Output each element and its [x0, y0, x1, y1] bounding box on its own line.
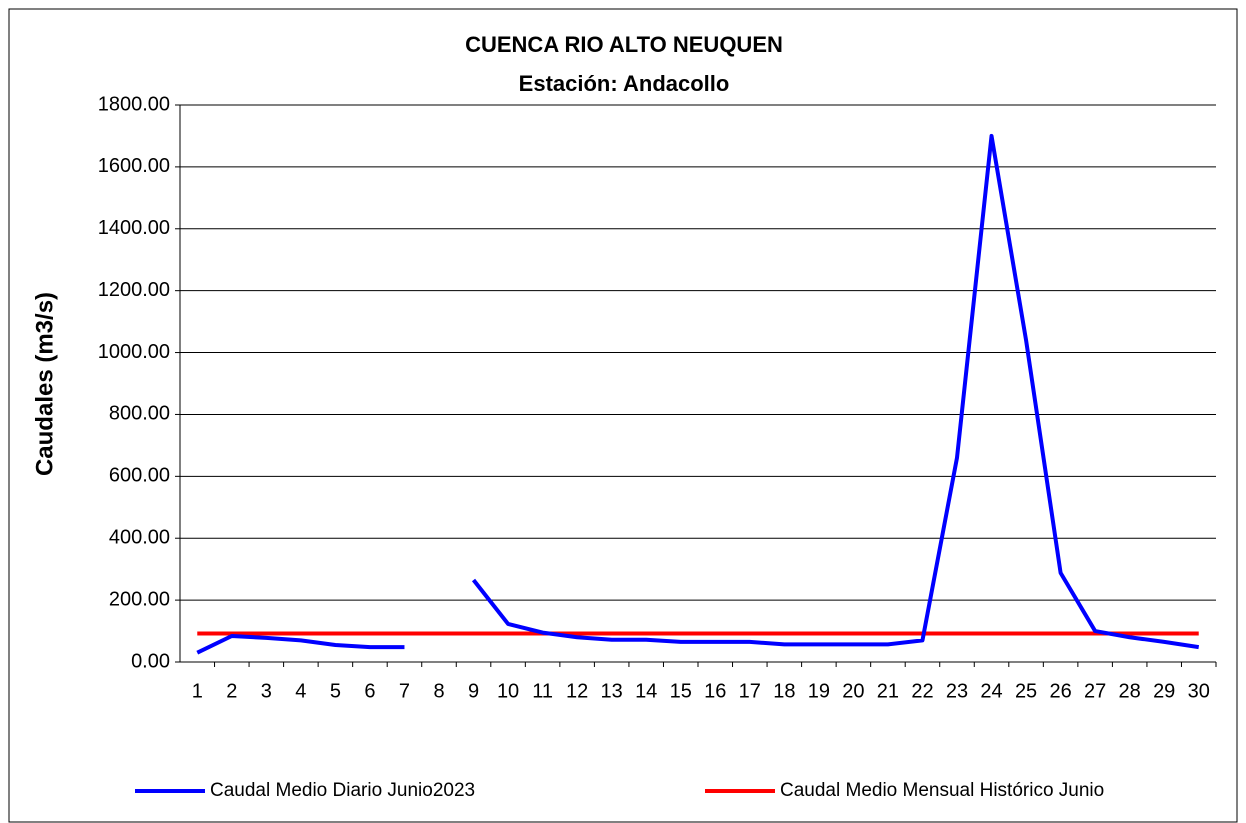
series-line	[196, 133, 1200, 655]
x-tick-label: 29	[1153, 680, 1175, 702]
y-tick-label: 600.00	[109, 465, 170, 487]
legend-label: Caudal Medio Diario Junio2023	[210, 780, 475, 801]
chart-title: CUENCA RIO ALTO NEUQUEN	[465, 32, 783, 57]
chart-frame	[8, 8, 1238, 823]
y-tick-label: 1200.00	[98, 279, 170, 301]
y-tick-label: 800.00	[109, 403, 170, 425]
x-tick-label: 13	[601, 680, 623, 702]
x-tick-label: 8	[433, 680, 444, 702]
x-tick-label: 15	[670, 680, 692, 702]
x-tick-label: 19	[808, 680, 830, 702]
x-tick-label: 10	[497, 680, 519, 702]
x-tick-label: 12	[566, 680, 588, 702]
y-tick-label: 1000.00	[98, 341, 170, 363]
x-tick-label: 5	[330, 680, 341, 702]
x-tick-label: 25	[1015, 680, 1037, 702]
x-tick-label: 6	[364, 680, 375, 702]
x-tick-label: 22	[911, 680, 933, 702]
x-tick-label: 30	[1188, 680, 1210, 702]
x-tick-label: 11	[532, 680, 553, 702]
x-tick-label: 17	[739, 680, 761, 702]
x-tick-label: 9	[468, 680, 479, 702]
y-tick-label: 200.00	[109, 588, 170, 610]
y-tick-label: 0.00	[131, 650, 170, 672]
x-tick-label: 4	[295, 680, 306, 702]
x-tick-label: 2	[226, 680, 237, 702]
x-tick-label: 21	[877, 680, 899, 702]
x-tick-label: 28	[1119, 680, 1141, 702]
x-tick-label: 16	[704, 680, 726, 702]
y-tick-label: 1400.00	[98, 217, 170, 239]
x-tick-label: 20	[842, 680, 864, 702]
chart-subtitle: Estación: Andacollo	[519, 71, 730, 96]
y-tick-label: 1800.00	[98, 93, 170, 115]
x-tick-label: 23	[946, 680, 968, 702]
x-tick-label: 14	[635, 680, 657, 702]
x-tick-label: 18	[773, 680, 795, 702]
x-tick-label: 26	[1049, 680, 1071, 702]
y-axis-label: Caudales (m3/s)	[31, 292, 58, 476]
x-tick-label: 24	[980, 680, 1002, 702]
x-tick-label: 7	[399, 680, 410, 702]
y-tick-label: 1600.00	[98, 155, 170, 177]
x-tick-label: 1	[192, 680, 203, 702]
x-tick-label: 3	[261, 680, 272, 702]
x-tick-label: 27	[1084, 680, 1106, 702]
legend-label: Caudal Medio Mensual Histórico Junio	[780, 780, 1104, 801]
y-tick-label: 400.00	[109, 527, 170, 549]
